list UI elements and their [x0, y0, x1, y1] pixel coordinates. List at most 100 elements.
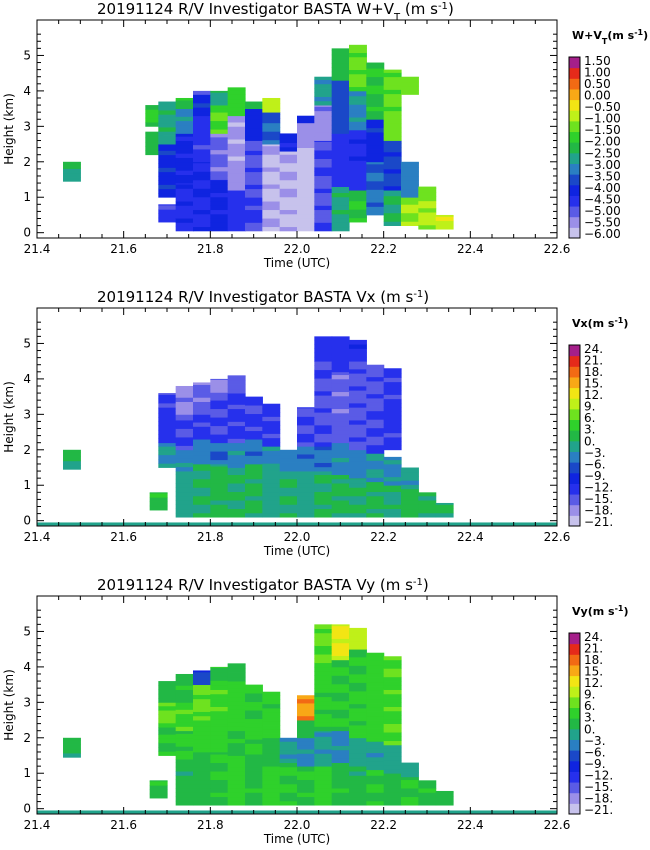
heatmap-cell: [314, 132, 333, 137]
heatmap-cell: [383, 668, 402, 673]
heatmap-cell: [331, 188, 350, 194]
heatmap-cell: [366, 669, 385, 674]
heatmap-cell: [383, 181, 402, 187]
heatmap-cell: [314, 766, 333, 768]
heatmap-cell: [210, 800, 229, 806]
heatmap-cell: [331, 783, 350, 789]
heatmap-cell: [401, 500, 419, 505]
heatmap-cell: [331, 76, 350, 81]
heatmap-cell: [262, 139, 281, 145]
heatmap-cell: [297, 115, 315, 119]
y-tick-label: 3: [23, 119, 31, 133]
heatmap-cell: [366, 202, 385, 207]
heatmap-cell: [158, 204, 177, 206]
heatmap-cell: [193, 504, 211, 510]
heatmap-cell: [158, 702, 177, 707]
heatmap-cell: [331, 350, 350, 356]
heatmap-cell: [245, 463, 263, 467]
heatmap-cell: [210, 747, 229, 753]
heatmap-cell: [383, 110, 402, 116]
heatmap-cell: [349, 465, 367, 471]
heatmap-cell: [262, 107, 281, 113]
heatmap-cell: [210, 796, 229, 802]
heatmap-cell: [262, 209, 281, 215]
heatmap-cell: [145, 109, 164, 114]
heatmap-cell: [158, 434, 177, 439]
chart-title: 20191124 R/V Investigator BASTA Vx (m s-…: [97, 288, 429, 306]
heatmap-cell: [435, 220, 454, 226]
heatmap-cell: [349, 424, 367, 429]
heatmap-cell: [366, 677, 385, 683]
heatmap-cell: [245, 180, 263, 185]
heatmap-cell: [245, 739, 263, 744]
colorbar-label: −4.00: [584, 181, 621, 195]
heatmap-cell: [297, 474, 315, 480]
heatmap-cell: [227, 783, 246, 789]
heatmap-cell: [227, 788, 246, 793]
heatmap-cell: [331, 651, 350, 656]
heatmap-cell: [314, 757, 333, 763]
heatmap-cell: [158, 738, 177, 744]
heatmap-cell: [383, 441, 402, 446]
heatmap-cell: [193, 422, 211, 427]
colorbar-swatch: [569, 440, 580, 452]
heatmap-cell: [262, 420, 281, 426]
heatmap-cell: [349, 678, 367, 683]
heatmap-cell: [314, 407, 333, 413]
heatmap-cell: [193, 222, 211, 228]
heatmap-cell: [383, 723, 402, 729]
colorbar-swatch: [569, 696, 580, 709]
heatmap-cell: [279, 175, 298, 181]
heatmap-cell: [383, 185, 402, 191]
heatmap-cell: [297, 454, 315, 459]
heatmap-cell: [383, 485, 402, 488]
heatmap-cell: [366, 368, 385, 373]
heatmap-cell: [349, 771, 367, 776]
colorbar-swatch: [569, 707, 580, 719]
heatmap-cell: [210, 463, 229, 467]
heatmap-cell: [366, 761, 385, 766]
heatmap-cell: [245, 684, 263, 690]
heatmap-cell: [297, 420, 315, 426]
colorbar-frame: [568, 56, 581, 239]
heatmap-cell: [145, 150, 164, 156]
heatmap-cell: [193, 466, 211, 471]
heatmap-cell: [418, 508, 437, 514]
heatmap-cell: [279, 179, 298, 185]
heatmap-cell: [366, 76, 385, 82]
heatmap-cell: [210, 105, 229, 109]
heatmap-cell: [193, 136, 211, 141]
heatmap-cell: [297, 424, 315, 430]
heatmap-cell: [175, 779, 194, 785]
heatmap-cell: [331, 99, 350, 105]
heatmap-cell: [175, 432, 194, 438]
heatmap-cell: [366, 185, 385, 190]
heatmap-cell: [175, 685, 194, 690]
heatmap-cell: [383, 115, 402, 120]
heatmap-cell: [175, 116, 194, 122]
heatmap-cell: [245, 718, 263, 724]
heatmap-cell: [297, 179, 315, 185]
heatmap-cell: [349, 495, 367, 501]
x-tick-label: 22.6: [544, 242, 571, 256]
heatmap-cell: [314, 788, 333, 793]
heatmap-cell: [383, 495, 402, 501]
heatmap-cell: [279, 171, 298, 177]
heatmap-cell: [331, 504, 350, 510]
heatmap-cell: [262, 703, 281, 709]
heatmap-cell: [349, 209, 367, 214]
heatmap-cell: [418, 500, 437, 505]
heatmap-cell: [297, 487, 315, 493]
heatmap-cell: [314, 171, 333, 177]
heatmap-cell: [245, 470, 263, 475]
heatmap-cell: [245, 226, 263, 232]
heatmap-cell: [193, 405, 211, 411]
heatmap-cell: [210, 222, 229, 228]
heatmap-cell: [227, 692, 246, 698]
heatmap-cell: [314, 641, 333, 647]
heatmap-cell: [297, 143, 315, 149]
heatmap-cell: [193, 184, 211, 189]
heatmap-cell: [210, 100, 229, 106]
heatmap-cell: [193, 478, 211, 484]
heatmap-cell: [314, 184, 333, 189]
